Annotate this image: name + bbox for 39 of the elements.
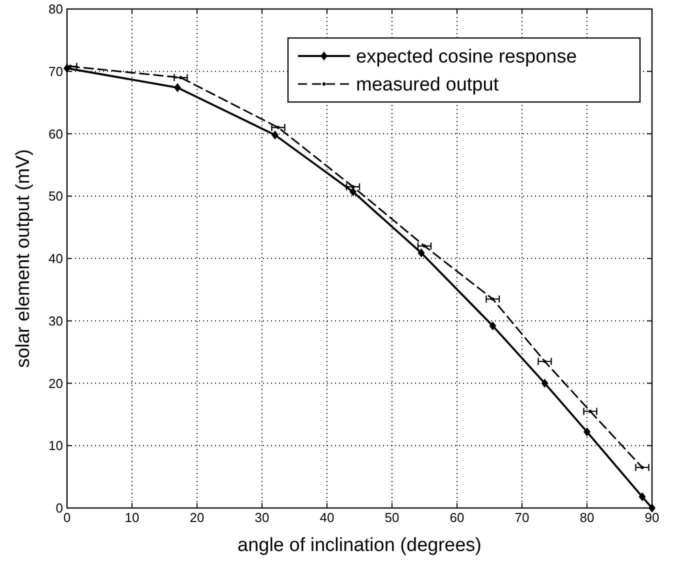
point [489, 321, 496, 330]
point [350, 187, 356, 196]
point [638, 492, 646, 502]
legend-label: measured output [356, 74, 500, 96]
y-tick-label: 70 [48, 64, 63, 79]
point [179, 76, 182, 80]
y-tick-label: 80 [48, 2, 63, 17]
x-tick-label: 10 [124, 510, 140, 525]
x-tick-label: 90 [644, 510, 660, 525]
y-tick-label: 50 [48, 188, 63, 204]
x-tick-label: 60 [450, 510, 464, 525]
point [541, 378, 548, 388]
legend-label: expected cosine response [356, 46, 577, 68]
y-tick-label: 40 [48, 251, 63, 266]
x-tick-label: 40 [320, 510, 334, 525]
y-tick-label: 60 [48, 126, 63, 142]
point [174, 83, 181, 92]
x-tick-label: 30 [254, 510, 270, 525]
x-tick-label: 50 [384, 510, 400, 525]
x-axis-title: angle of inclination (degrees) [238, 535, 482, 556]
point [584, 427, 590, 436]
y-tick-label: 20 [48, 376, 63, 391]
y-tick-label: 10 [48, 438, 63, 454]
point [68, 64, 72, 68]
point [418, 248, 425, 258]
point [276, 126, 280, 130]
point [648, 504, 656, 512]
point [588, 410, 592, 413]
point [640, 466, 644, 470]
point [272, 130, 278, 140]
y-tick-label: 30 [48, 313, 63, 328]
x-tick-label: 20 [190, 510, 204, 525]
point [351, 185, 355, 188]
point [422, 244, 426, 248]
point [543, 360, 546, 364]
y-axis-title: solar element output (mV) [13, 149, 34, 368]
point [491, 297, 494, 301]
x-tick-label: 70 [514, 510, 530, 525]
x-tick-label: 80 [580, 510, 594, 525]
